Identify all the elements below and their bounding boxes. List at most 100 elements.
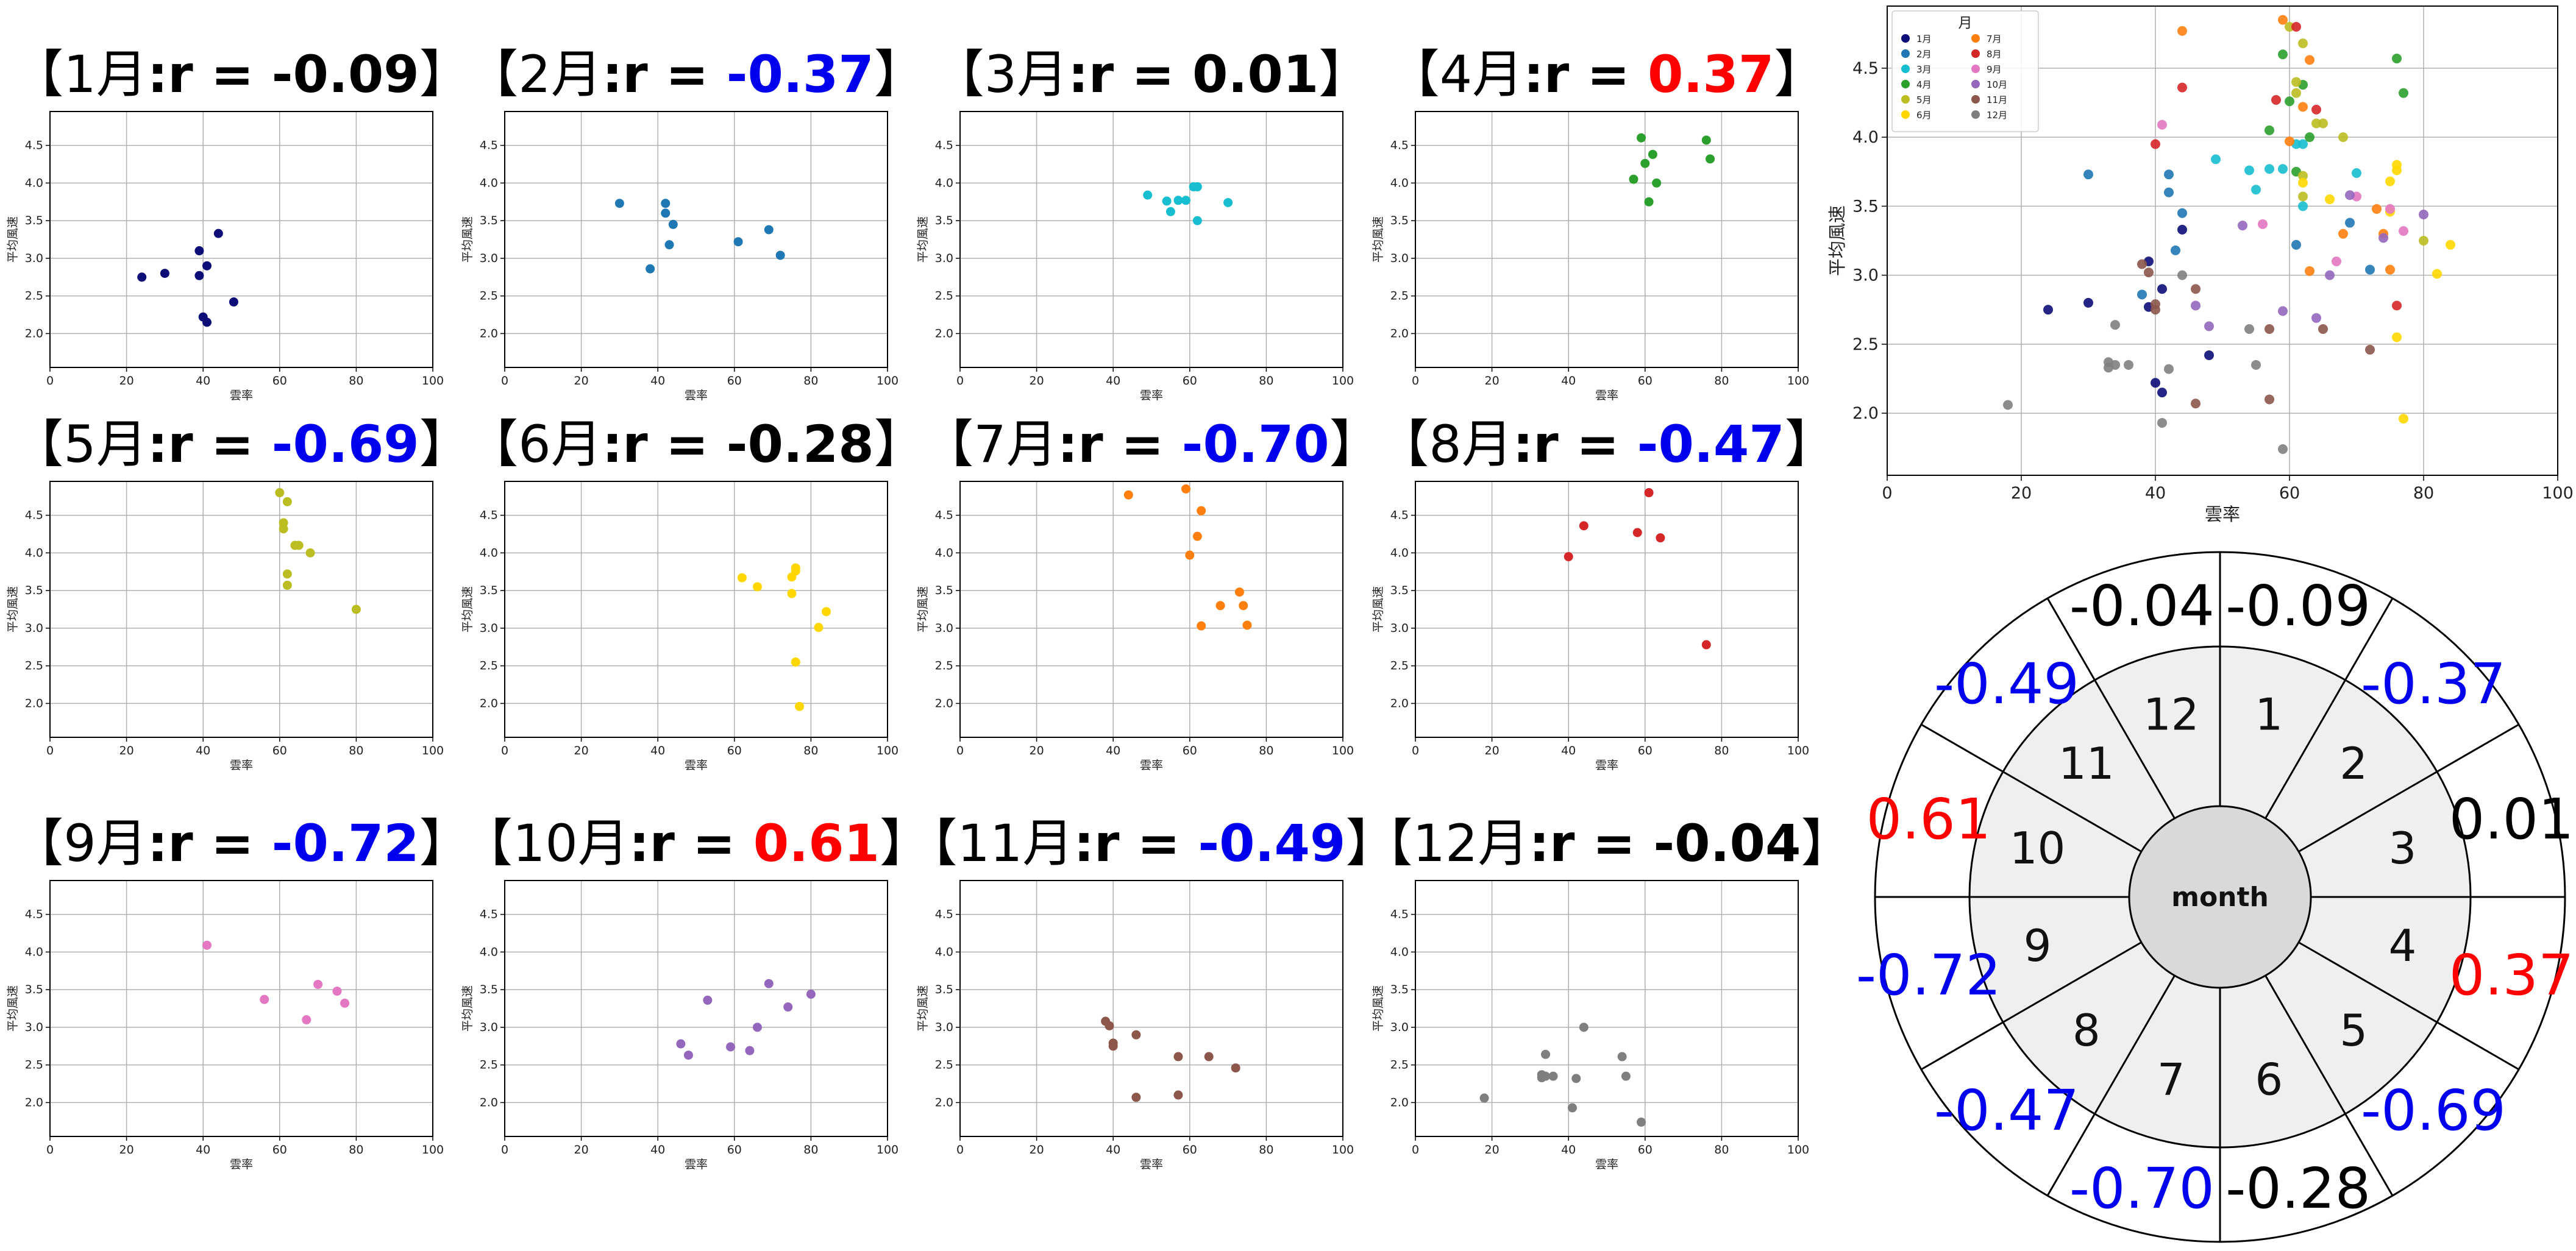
data-point [1162,196,1172,206]
data-point-month-1 [2083,297,2093,308]
x-tick-label: 60 [1638,1143,1653,1157]
panel-title-close: 】 [1318,44,1370,104]
x-tick-label: 100 [877,374,898,388]
data-point [752,582,762,592]
panel-title: 【2月:r = -0.37】 [467,44,925,104]
y-tick-label: 4.5 [935,509,953,522]
data-point [1706,154,1715,164]
x-tick-label: 0 [1412,744,1419,757]
data-point [1181,484,1191,494]
y-tick-label: 4.0 [480,546,498,559]
y-tick-label: 4.5 [480,139,498,152]
panel-title-month: 【12月 [1362,813,1529,873]
data-point [1131,1030,1141,1040]
data-point [1131,1093,1141,1102]
panel-title-month: 【8月 [1378,414,1512,474]
wheel-month-number: 6 [2255,1054,2283,1105]
y-tick-label: 4.5 [25,509,43,522]
wheel-month-number: 10 [2010,823,2066,874]
panel-title-month: 【3月 [933,44,1068,104]
data-point-month-6 [2385,176,2395,186]
data-point [1541,1049,1551,1059]
data-point-month-7 [2298,102,2308,112]
data-point [1239,601,1248,611]
plot-frame [49,880,433,1137]
x-axis-label: 雲率 [1140,389,1163,402]
plot-frame [1415,481,1799,738]
data-point [726,1042,736,1052]
data-point [282,580,292,590]
y-tick-label: 3.0 [935,252,953,265]
month-panel-11: 【11月:r = -0.49】 0 20 40 60 80 100 2.0 2.5 3.0 3.5 4… [906,813,1397,1171]
x-tick-label: 40 [1561,744,1576,757]
legend-marker [1901,49,1910,58]
month-panel-12: 【12月:r = -0.04】 0 20 40 60 80 100 2.0 2.5 3.0 3.5 4… [1362,813,1852,1171]
x-tick-label: 80 [1714,1143,1729,1157]
x-tick-label: 0 [1412,374,1419,388]
data-point [1564,552,1573,562]
data-point [1173,196,1183,205]
x-tick-label: 100 [1332,1143,1354,1157]
legend-label: 3月 [1916,64,1932,75]
legend-label: 5月 [1916,94,1932,105]
legend-label: 7月 [1987,34,2002,44]
y-axis-label: 平均風速 [1372,216,1385,263]
panel-title: 【9月:r = -0.72】 [12,813,470,873]
x-tick-label: 60 [2279,484,2300,503]
y-tick-label: 4.0 [25,546,43,559]
x-tick-label: 40 [650,744,665,757]
data-point [1567,1103,1577,1113]
wheel-center-label: month [2171,882,2269,913]
y-tick-label: 3.5 [1852,197,1879,216]
data-point [1579,1022,1589,1032]
panel-title-month: 【1月 [12,44,147,104]
data-point [1192,216,1202,225]
panel-title-r-label: :r = [1513,414,1637,474]
x-tick-label: 40 [650,374,665,388]
panel-title-month: 【5月 [12,414,147,474]
data-point-month-9 [2385,204,2395,214]
data-point-month-4 [2285,96,2294,107]
x-tick-label: 20 [1485,374,1500,388]
x-tick-label: 60 [727,1143,742,1157]
y-tick-label: 3.5 [1390,584,1409,597]
data-point-month-12 [2157,417,2167,428]
data-point-month-9 [2258,219,2268,229]
y-tick-label: 2.5 [480,1058,498,1072]
y-axis-label: 平均風速 [1372,985,1385,1032]
data-point [213,229,223,238]
data-point-month-3 [2298,201,2308,211]
data-point [275,488,285,498]
data-point-month-5 [2285,21,2294,32]
data-point-month-4 [2399,88,2408,98]
legend-label: 8月 [1987,49,2002,60]
data-point [1640,158,1650,168]
data-point-month-5 [2298,171,2308,181]
data-point-month-2 [2345,218,2355,228]
x-tick-label: 80 [803,744,818,757]
data-point [661,199,671,208]
data-point-month-12 [2124,360,2133,370]
x-axis-label: 雲率 [230,389,253,402]
x-tick-label: 100 [877,744,898,757]
x-tick-label: 0 [956,374,964,388]
wheel-month-number: 8 [2073,1005,2101,1056]
wheel-correlation-value: -0.47 [1934,1078,2079,1143]
data-point-month-7 [2305,266,2314,276]
data-point-month-6 [2446,239,2455,250]
panel-title-r-label: :r = [1529,813,1653,873]
y-tick-label: 2.5 [1390,1058,1409,1072]
x-tick-label: 80 [1259,374,1273,388]
data-point-month-6 [2392,332,2402,342]
data-point-month-7 [2338,229,2348,239]
data-point-month-1 [2177,224,2187,235]
x-tick-label: 100 [422,744,444,757]
data-point [351,604,361,614]
plot-frame [504,111,888,368]
data-point [202,261,212,271]
month-panel-8: 【8月:r = -0.47】 0 20 40 60 80 100 2.0 2.5 3.0 3.5 4.… [1372,414,1836,772]
x-axis-label: 雲率 [1595,759,1618,772]
data-point-month-11 [2191,284,2201,294]
panel-title: 【8月:r = -0.47】 [1378,414,1835,474]
data-point-month-11 [2137,259,2147,269]
